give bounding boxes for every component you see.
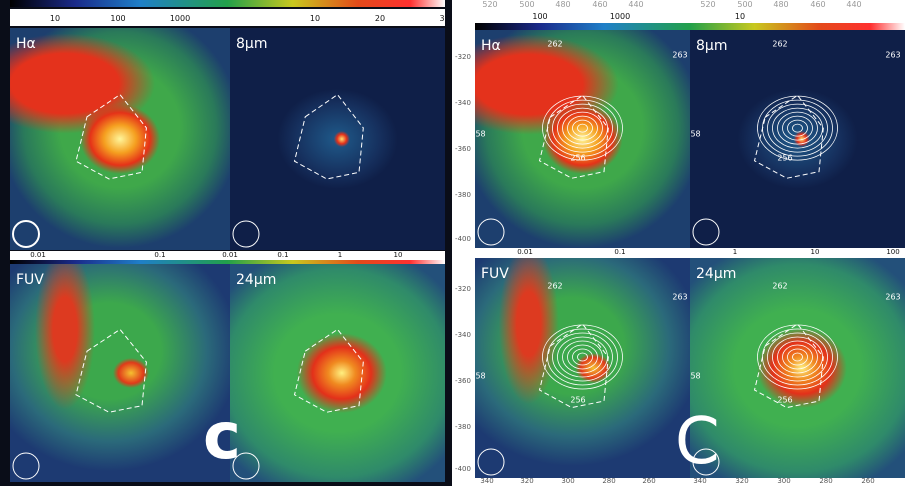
axis-tick-label: -320	[455, 285, 471, 293]
image-panel: Hα 262 263 258 256	[475, 30, 690, 248]
panel-label: Hα	[16, 36, 36, 52]
panel-label: 24μm	[696, 266, 736, 282]
colorbar-tick-label: 0.1	[277, 251, 288, 259]
axis-tick-label: -340	[455, 331, 471, 339]
axis-tick-label: 260	[642, 477, 655, 485]
colorbar-tick-label: 10	[811, 248, 820, 256]
panel-letter: C	[675, 410, 720, 474]
contours	[230, 28, 445, 250]
contours	[10, 28, 230, 250]
region-label: 262	[547, 40, 562, 49]
colorbar-tick-label: 20	[375, 14, 385, 23]
axis-tick-label: 460	[810, 0, 825, 9]
contours	[230, 264, 445, 482]
colorbar-tick-label: 10	[310, 14, 320, 23]
panel-label: FUV	[16, 272, 44, 288]
image-panel: 24μm 262 263 258 256	[690, 258, 905, 478]
region-label: 262	[772, 40, 787, 49]
colorbar-tick-label: 10	[735, 12, 745, 21]
axis-tick-label: -400	[455, 235, 471, 243]
region-label: 263	[885, 51, 900, 60]
axis-tick-label: 500	[519, 0, 534, 9]
axis-tick-label: 500	[737, 0, 752, 9]
axis-tick-label: 320	[520, 477, 533, 485]
contours	[10, 264, 230, 482]
panel-label: FUV	[481, 266, 509, 282]
region-label: 258	[690, 372, 701, 381]
contours	[690, 258, 905, 478]
colorbar-tick-label: 0.01	[222, 251, 238, 259]
colorbar-tick-label: 0.01	[517, 248, 533, 256]
colorbar-tick-label: 1000	[170, 14, 190, 23]
axis-tick-label: 300	[561, 477, 574, 485]
axis-tick-label: 280	[819, 477, 832, 485]
page: (() => { const data = JSON.parse(documen…	[0, 0, 913, 486]
colorbar-tick-label: 0.1	[614, 248, 625, 256]
contours	[475, 258, 690, 478]
region-label: 256	[777, 396, 792, 405]
axis-tick-label: 520	[482, 0, 497, 9]
axis-tick-label: -340	[455, 99, 471, 107]
colorbar-tick-label: 10	[394, 251, 403, 259]
axis-tick-label: -360	[455, 145, 471, 153]
axis-tick-label: 440	[846, 0, 861, 9]
axis-tick-label: 300	[777, 477, 790, 485]
axis-tick-label: 440	[628, 0, 643, 9]
image-panel: FUV 262 263 258 256	[475, 258, 690, 478]
axis-tick-label: 480	[773, 0, 788, 9]
colorbar-axis	[475, 248, 905, 258]
axis-tick-label: -380	[455, 191, 471, 199]
region-label: 256	[777, 154, 792, 163]
region-label: 258	[475, 372, 486, 381]
region-label: 263	[672, 51, 687, 60]
axis-tick-label: 520	[700, 0, 715, 9]
axis-tick-label: 280	[602, 477, 615, 485]
axis-tick-label: -320	[455, 53, 471, 61]
panel-letter: c	[203, 405, 241, 469]
image-panel: 24μm	[230, 264, 445, 482]
panel-label: 8μm	[696, 38, 727, 54]
axis-tick-label: -380	[455, 423, 471, 431]
axis-tick-label: 320	[735, 477, 748, 485]
panel-label: Hα	[481, 38, 501, 54]
axis-tick-label: 480	[555, 0, 570, 9]
colorbar-tick-label: 100	[110, 14, 125, 23]
panel-label: 24μm	[236, 272, 276, 288]
panel-label: 8μm	[236, 36, 267, 52]
region-label: 262	[772, 282, 787, 291]
contours	[475, 30, 690, 248]
colorbar	[475, 23, 905, 30]
contours	[690, 30, 905, 248]
colorbar	[10, 0, 445, 7]
region-label: 258	[690, 130, 701, 139]
region-label: 262	[547, 282, 562, 291]
axis-tick-label: 260	[861, 477, 874, 485]
colorbar-tick-label: 1	[338, 251, 342, 259]
axis-tick-label: 460	[592, 0, 607, 9]
region-label: 256	[570, 396, 585, 405]
region-label: 263	[885, 293, 900, 302]
axis-tick-label: -360	[455, 377, 471, 385]
colorbar-tick-label: 100	[886, 248, 899, 256]
image-panel: Hα	[10, 28, 230, 250]
image-panel: FUV	[10, 264, 230, 482]
region-label: 263	[672, 293, 687, 302]
colorbar-tick-label: 3	[439, 14, 444, 23]
axis-tick-label: 340	[480, 477, 493, 485]
colorbar-tick-label: 1000	[610, 12, 630, 21]
image-panel: 8μm	[230, 28, 445, 250]
colorbar-tick-label: 0.01	[30, 251, 46, 259]
colorbar-tick-label: 1	[733, 248, 737, 256]
colorbar-tick-label: 0.1	[154, 251, 165, 259]
colorbar-tick-label: 10	[50, 14, 60, 23]
axis-tick-label: -400	[455, 465, 471, 473]
region-label: 258	[475, 130, 486, 139]
region-label: 256	[570, 154, 585, 163]
image-panel: 8μm 262 263 258 256	[690, 30, 905, 248]
colorbar-tick-label: 100	[532, 12, 547, 21]
